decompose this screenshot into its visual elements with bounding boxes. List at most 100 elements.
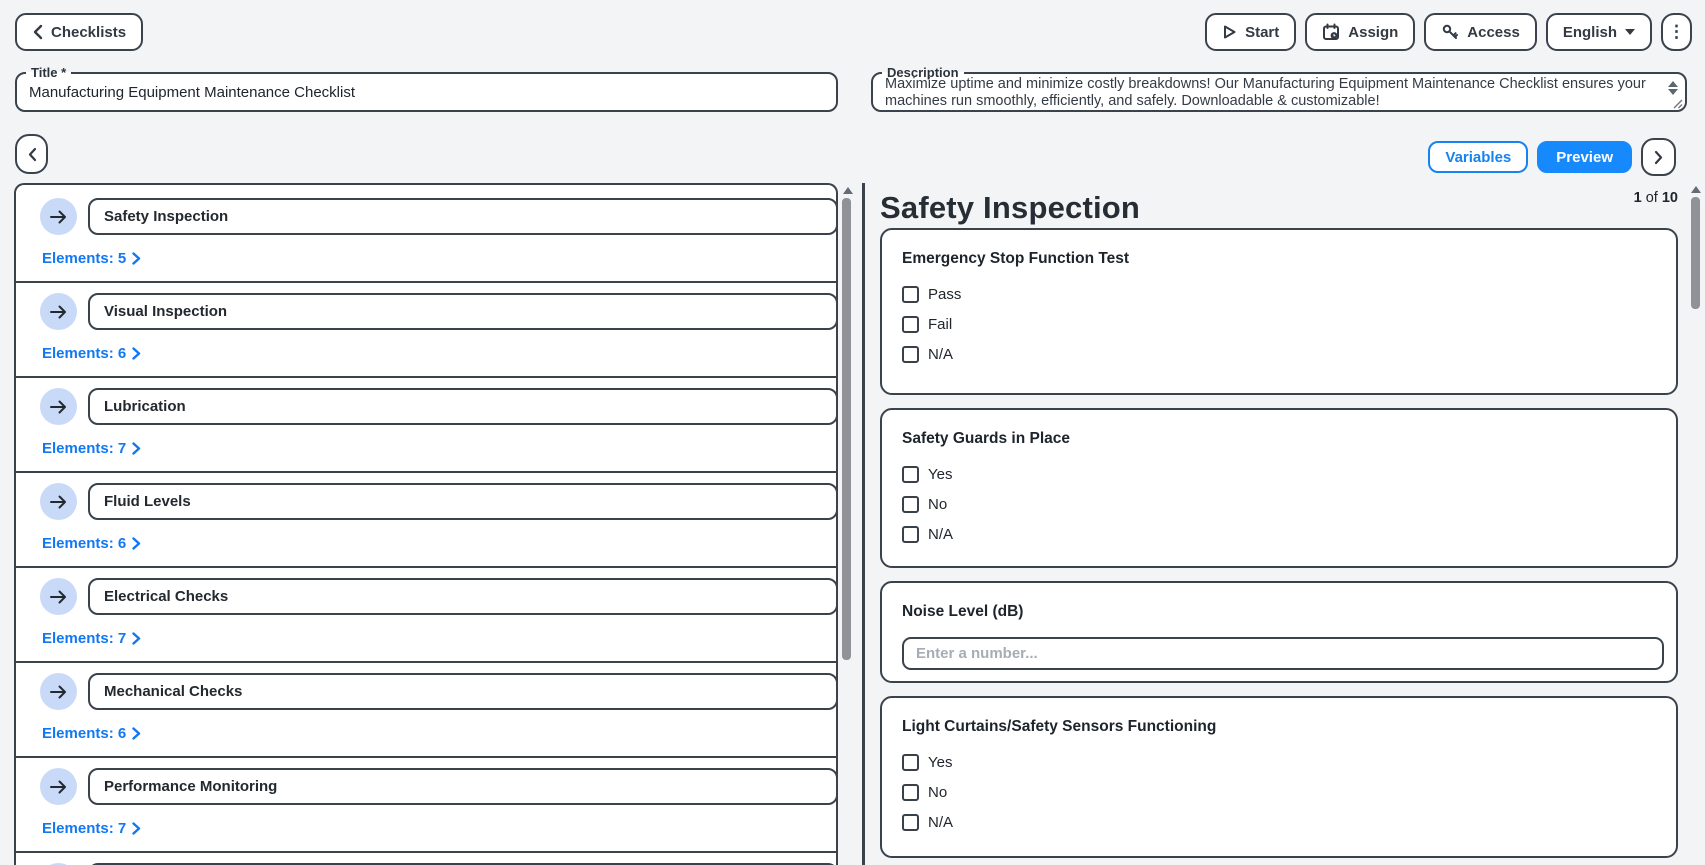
title-label: Title * — [31, 65, 67, 80]
preview-scrollbar-thumb[interactable] — [1691, 197, 1700, 309]
section-row-partial — [16, 863, 836, 865]
panel-back-button[interactable] — [15, 134, 48, 174]
access-label: Access — [1467, 23, 1520, 41]
section-elements-link[interactable]: Elements: 7 — [42, 440, 141, 457]
resize-grip-icon[interactable] — [1673, 99, 1683, 109]
elements-label: Elements: 7 — [42, 440, 127, 457]
checkbox[interactable] — [902, 753, 919, 771]
section-title-input[interactable]: Fluid Levels — [88, 483, 836, 520]
preview-toolbar: Variables Preview — [1428, 138, 1676, 176]
chevron-right-icon — [132, 442, 141, 455]
checkbox[interactable] — [902, 345, 919, 363]
section-row: Safety Inspection Elements: 5 — [16, 198, 836, 293]
start-label: Start — [1245, 23, 1280, 41]
elements-label: Elements: 6 — [42, 725, 127, 742]
checkbox[interactable] — [902, 813, 919, 831]
section-row: Fluid Levels Elements: 6 — [16, 483, 836, 578]
checkbox[interactable] — [902, 525, 919, 543]
key-icon — [1443, 24, 1459, 39]
checklists-back-button[interactable]: Checklists — [15, 13, 144, 51]
section-elements-link[interactable]: Elements: 7 — [42, 820, 141, 837]
topbar-actions: Start Assign Access English ⋮ — [1205, 13, 1692, 51]
kebab-icon: ⋮ — [1668, 22, 1685, 41]
section-title-input[interactable]: Visual Inspection — [88, 293, 836, 330]
elements-label: Elements: 7 — [42, 820, 127, 837]
page-current: 1 — [1633, 190, 1642, 206]
section-open-button[interactable] — [40, 483, 77, 520]
checkbox[interactable] — [902, 315, 919, 333]
section-title-input[interactable]: Safety Inspection — [88, 198, 836, 235]
section-title-input[interactable]: Mechanical Checks — [88, 673, 836, 710]
preview-section-title: Safety Inspection — [880, 190, 1141, 225]
chevron-right-icon — [132, 537, 141, 550]
scrollbar-up-arrow[interactable] — [1691, 186, 1701, 193]
section-elements-link[interactable]: Elements: 6 — [42, 725, 141, 742]
arrow-right-icon — [50, 685, 66, 698]
section-title-input[interactable]: Electrical Checks — [88, 578, 836, 615]
section-open-button[interactable] — [40, 198, 77, 235]
option-label: Fail — [928, 315, 953, 333]
chevron-right-icon — [132, 727, 141, 740]
option-row: N/A — [902, 519, 1658, 549]
scrollbar-up-arrow[interactable] — [843, 187, 853, 194]
checklists-back-label: Checklists — [51, 23, 127, 41]
section-title-input[interactable]: Performance Monitoring — [88, 768, 836, 805]
option-row: Yes — [902, 747, 1658, 777]
option-label: Pass — [928, 285, 962, 303]
section-elements-link[interactable]: Elements: 6 — [42, 345, 141, 362]
elements-label: Elements: 7 — [42, 630, 127, 647]
row-separator — [16, 281, 836, 283]
section-open-button[interactable] — [40, 863, 77, 865]
scroll-down-icon — [1668, 89, 1678, 95]
option-row: No — [902, 777, 1658, 807]
option-label: Yes — [928, 753, 953, 771]
description-textarea[interactable]: Maximize uptime and minimize costly brea… — [885, 76, 1646, 109]
option-label: No — [928, 495, 948, 513]
arrow-right-icon — [50, 400, 66, 413]
section-title-input[interactable]: Lubrication — [88, 388, 836, 425]
description-scroll-buttons[interactable] — [1668, 81, 1678, 95]
elements-label: Elements: 6 — [42, 345, 127, 362]
checkbox[interactable] — [902, 783, 919, 801]
preview-label: Preview — [1556, 148, 1613, 166]
section-elements-link[interactable]: Elements: 5 — [42, 250, 141, 267]
variables-button[interactable]: Variables — [1428, 141, 1529, 173]
title-input[interactable] — [17, 80, 836, 110]
section-open-button[interactable] — [40, 388, 77, 425]
question-title: Safety Guards in Place — [902, 430, 1070, 447]
section-elements-link[interactable]: Elements: 7 — [42, 630, 141, 647]
sections-panel: Safety Inspection Elements: 5 Visual Ins… — [14, 183, 838, 865]
preview-button[interactable]: Preview — [1537, 141, 1632, 173]
panel-divider — [862, 183, 865, 865]
section-row: Performance Monitoring Elements: 7 — [16, 768, 836, 863]
checkbox[interactable] — [902, 285, 919, 303]
option-row: Yes — [902, 459, 1658, 489]
language-dropdown[interactable]: English — [1545, 13, 1652, 51]
checkbox[interactable] — [902, 465, 919, 483]
option-row: No — [902, 489, 1658, 519]
more-options-button[interactable]: ⋮ — [1661, 13, 1692, 51]
assign-button[interactable]: Assign — [1305, 13, 1416, 51]
section-title-text: Performance Monitoring — [104, 778, 278, 795]
checkbox[interactable] — [902, 495, 919, 513]
row-separator — [16, 376, 836, 378]
section-open-button[interactable] — [40, 673, 77, 710]
section-open-button[interactable] — [40, 768, 77, 805]
variables-label: Variables — [1445, 148, 1512, 166]
section-elements-link[interactable]: Elements: 6 — [42, 535, 141, 552]
row-separator — [16, 851, 836, 853]
arrow-right-icon — [50, 210, 66, 223]
section-row: Electrical Checks Elements: 7 — [16, 578, 836, 673]
section-open-button[interactable] — [40, 293, 77, 330]
section-title-text: Mechanical Checks — [104, 683, 243, 700]
title-fieldset: Title * — [15, 65, 838, 112]
start-button[interactable]: Start — [1205, 13, 1297, 51]
chevron-right-icon — [132, 822, 141, 835]
section-open-button[interactable] — [40, 578, 77, 615]
panel-next-button[interactable] — [1641, 138, 1676, 176]
number-input[interactable] — [902, 637, 1664, 670]
access-button[interactable]: Access — [1424, 13, 1537, 51]
option-row: Fail — [902, 309, 1658, 339]
sections-scrollbar-thumb[interactable] — [842, 198, 851, 660]
